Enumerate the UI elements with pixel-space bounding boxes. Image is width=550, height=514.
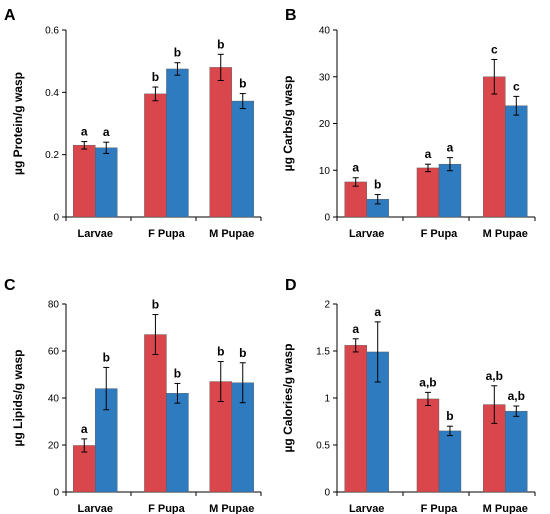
bar — [483, 76, 506, 218]
bar — [166, 68, 189, 218]
significance-label: a,b — [419, 375, 436, 389]
significance-label: a — [352, 322, 359, 336]
y-axis-label: µg Calories/g wasp — [281, 344, 295, 453]
y-tick-label: 60 — [48, 347, 60, 358]
y-tick-label: 1 — [324, 394, 330, 405]
panel-c: Cµg Lipids/g wasp 0 20 40 60 80 Larvae a b F Pupa… — [4, 277, 262, 514]
bar — [438, 430, 462, 493]
category-label: Larvae — [349, 228, 384, 240]
y-axis-label: µg Lipids/g wasp — [11, 350, 25, 447]
significance-label: b — [152, 298, 159, 312]
panel-b: Bµg Carbs/g wasp 0 10 20 30 40 Larvae a b F Pupa a… — [281, 7, 536, 240]
y-tick-label: 0.2 — [45, 150, 59, 161]
panel-d: Dµg Calories/g wasp 0 0.5 1 1.5 2 Larvae a a F Pu… — [281, 277, 536, 514]
category-label: F Pupa — [148, 503, 186, 514]
y-tick-label: 0 — [53, 488, 59, 499]
significance-label: b — [217, 345, 224, 359]
significance-label: b — [374, 178, 381, 192]
category-label: Larvae — [78, 503, 113, 514]
y-tick-label: 1.5 — [316, 347, 330, 358]
y-tick-label: 0 — [324, 488, 330, 499]
significance-label: a — [103, 125, 110, 139]
significance-label: b — [239, 346, 246, 360]
significance-label: b — [152, 70, 159, 84]
panel-a: Aµg Protein/g wasp 0 0.2 0.4 0.6 Larvae a a F Pu… — [4, 7, 262, 240]
category-label: F Pupa — [421, 228, 459, 240]
bar — [505, 410, 528, 493]
bar — [144, 334, 167, 493]
significance-label: a — [352, 161, 359, 175]
y-tick-label: 0 — [53, 213, 59, 224]
significance-label: b — [446, 409, 453, 423]
y-tick-label: 0.4 — [45, 88, 59, 99]
significance-label: a — [425, 147, 432, 161]
panel-letter: A — [4, 7, 16, 24]
bar — [416, 167, 440, 218]
y-tick-label: 20 — [48, 441, 60, 452]
category-label: M Pupae — [483, 503, 528, 514]
bar — [505, 105, 528, 218]
panel-letter: D — [285, 277, 297, 294]
bar — [344, 345, 367, 493]
significance-label: c — [513, 79, 520, 93]
significance-label: a,b — [486, 369, 503, 383]
bar — [73, 145, 96, 218]
y-tick-label: 80 — [48, 300, 60, 311]
panel-letter: C — [4, 277, 16, 294]
significance-label: a — [81, 422, 88, 436]
y-tick-label: 40 — [319, 26, 331, 37]
significance-label: b — [174, 46, 181, 60]
significance-label: b — [174, 366, 181, 380]
category-label: F Pupa — [421, 503, 459, 514]
category-label: M Pupae — [209, 228, 254, 240]
bar — [344, 181, 367, 218]
y-tick-label: 0.5 — [316, 441, 330, 452]
category-label: M Pupae — [209, 503, 254, 514]
bar — [416, 398, 440, 493]
y-axis-label: µg Carbs/g wasp — [281, 76, 295, 172]
y-tick-label: 0.6 — [45, 26, 59, 37]
y-axis-label: µg Protein/g wasp — [11, 72, 25, 175]
significance-label: c — [491, 42, 498, 56]
y-tick-label: 0 — [324, 213, 330, 224]
significance-label: a — [447, 141, 454, 155]
bar — [231, 100, 254, 218]
significance-label: b — [217, 37, 224, 51]
bar — [144, 93, 167, 218]
y-tick-label: 30 — [319, 72, 331, 83]
y-tick-label: 10 — [319, 166, 331, 177]
y-tick-label: 40 — [48, 394, 60, 405]
category-label: Larvae — [78, 228, 113, 240]
significance-label: a — [374, 305, 381, 319]
significance-label: b — [239, 77, 246, 91]
significance-label: a — [81, 125, 88, 139]
category-label: Larvae — [349, 503, 384, 514]
category-label: F Pupa — [148, 228, 186, 240]
bar — [95, 147, 118, 218]
significance-label: b — [103, 350, 110, 364]
significance-label: a,b — [508, 389, 525, 403]
bar — [166, 393, 189, 493]
y-tick-label: 20 — [319, 119, 331, 130]
bar — [209, 67, 232, 218]
category-label: M Pupae — [483, 228, 528, 240]
panel-letter: B — [285, 7, 297, 24]
y-tick-label: 2 — [324, 300, 330, 311]
bar — [438, 163, 462, 218]
